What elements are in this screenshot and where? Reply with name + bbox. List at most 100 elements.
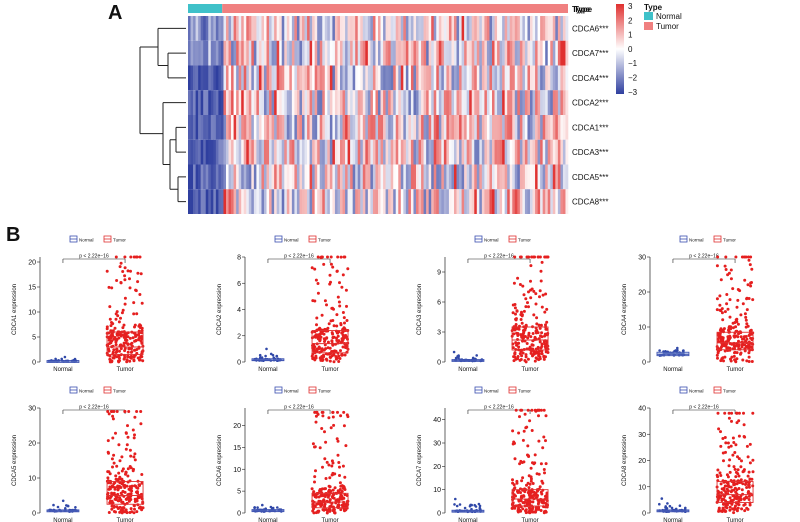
heatmap-cell: [223, 164, 227, 190]
heatmap-cell: [524, 189, 528, 214]
heatmap-cell: [383, 189, 386, 214]
tumor-point: [743, 435, 747, 439]
heatmap-cell: [474, 115, 478, 140]
heatmap-cell: [284, 16, 288, 41]
heatmap-cell: [322, 90, 326, 115]
tumor-point: [728, 505, 732, 509]
heatmap-cell: [431, 164, 435, 190]
tumor-point: [722, 488, 726, 492]
tumor-point: [734, 475, 738, 479]
tumor-point: [542, 468, 546, 471]
tumor-point: [521, 284, 525, 288]
heatmap-cell: [223, 189, 227, 214]
heatmap-cell: [431, 90, 435, 115]
heatmap-cell: [261, 65, 265, 91]
heatmap-cell: [355, 65, 359, 91]
y-tick-label: 40: [433, 417, 441, 424]
tumor-point: [544, 462, 548, 466]
tumor-point: [326, 326, 330, 330]
tumor-point: [729, 277, 733, 281]
normal-point: [478, 507, 482, 511]
heatmap-cell: [319, 115, 323, 140]
heatmap-cell: [410, 16, 414, 41]
heatmap-cell: [299, 65, 303, 91]
heatmap-cell: [264, 90, 267, 115]
tumor-point: [726, 273, 730, 277]
heatmap-cell: [436, 40, 440, 66]
heatmap-cell: [562, 189, 566, 214]
tumor-point: [311, 357, 315, 361]
tumor-point: [327, 488, 331, 492]
tumor-point: [537, 323, 541, 327]
tumor-point: [726, 307, 730, 311]
heatmap-cell: [291, 16, 295, 41]
heatmap-cell: [215, 16, 219, 41]
tumor-point: [319, 489, 323, 493]
normal-box: [46, 360, 80, 363]
heatmap-cell: [261, 90, 265, 115]
heatmap-cell: [481, 164, 485, 190]
heatmap-cell: [486, 115, 490, 140]
heatmap-cell: [471, 65, 475, 91]
tumor-point: [750, 360, 754, 363]
type-legend-header: Type: [574, 5, 593, 14]
tumor-point: [731, 507, 735, 511]
heatmap-cell: [205, 65, 209, 91]
heatmap-cell: [497, 189, 500, 214]
tumor-point: [734, 443, 738, 447]
y-tick-label: 0: [437, 511, 441, 518]
tumor-point: [529, 296, 533, 300]
tumor-point: [542, 355, 546, 359]
heatmap-cell: [342, 16, 346, 41]
tumor-point: [733, 506, 737, 510]
tumor-point: [320, 504, 323, 507]
tumor-point: [331, 496, 335, 500]
tumor-point: [724, 505, 728, 509]
heatmap-cell: [193, 90, 196, 115]
normal-point: [668, 504, 672, 508]
tumor-point: [518, 358, 522, 362]
heatmap-cell: [426, 40, 429, 66]
tumor-point: [522, 309, 526, 313]
tumor-point: [515, 479, 519, 483]
heatmap-cell: [380, 40, 384, 66]
heatmap-cell: [436, 16, 440, 41]
heatmap-cell: [198, 40, 201, 66]
tumor-point: [530, 408, 534, 412]
y-tick-label: 5: [32, 335, 36, 342]
tumor-point: [745, 308, 749, 312]
tumor-point: [736, 468, 740, 472]
heatmap-cell: [248, 65, 252, 91]
x-tick-label: Tumor: [321, 367, 338, 373]
tumor-point: [107, 487, 111, 491]
heatmap-cell: [423, 90, 427, 115]
tumor-point: [526, 444, 530, 448]
heatmap-cell: [565, 40, 569, 66]
heatmap-cell: [190, 115, 194, 140]
heatmap-cell: [357, 115, 361, 140]
tumor-point: [322, 500, 326, 504]
heatmap-cell: [380, 90, 384, 115]
heatmap-cell: [190, 189, 194, 214]
tumor-point: [129, 269, 132, 273]
heatmap-cell: [550, 65, 554, 91]
heatmap-cell: [289, 65, 293, 91]
heatmap-cell: [469, 139, 473, 165]
heatmap-cell: [494, 40, 498, 66]
heatmap-cell: [329, 65, 333, 91]
heatmap-cell: [413, 16, 417, 41]
tumor-point: [737, 339, 740, 343]
heatmap-cell: [562, 90, 566, 115]
heatmap-cell: [443, 115, 447, 140]
heatmap-cell: [213, 139, 217, 165]
heatmap-cell: [251, 115, 255, 140]
heatmap-cell: [200, 16, 204, 41]
heatmap-cell: [342, 65, 346, 91]
heatmap-row-label: CDCA3***: [572, 148, 608, 157]
heatmap-cell: [494, 65, 498, 91]
heatmap-cell: [542, 115, 546, 140]
tumor-point: [108, 485, 112, 489]
tumor-point: [326, 340, 330, 344]
heatmap-cell: [340, 189, 343, 214]
heatmap-cell: [258, 40, 262, 66]
